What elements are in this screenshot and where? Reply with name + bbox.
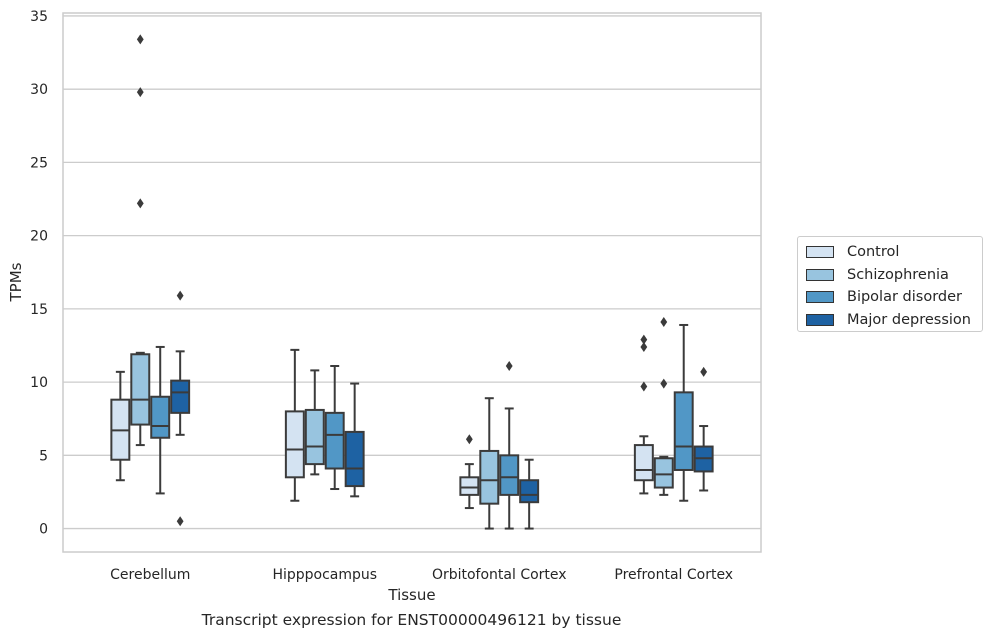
box-iqr bbox=[170, 379, 191, 414]
boxes bbox=[110, 34, 714, 530]
y-tick-label: 30 bbox=[30, 82, 48, 98]
box-group bbox=[633, 334, 654, 495]
legend-swatch bbox=[806, 268, 834, 281]
outlier-point bbox=[640, 381, 648, 392]
legend-label: Bipolar disorder bbox=[847, 289, 962, 306]
x-axis-title: Tissue bbox=[387, 586, 435, 604]
box-group bbox=[150, 345, 171, 495]
box-iqr bbox=[479, 449, 500, 505]
outlier-point bbox=[660, 317, 668, 328]
box-group bbox=[653, 317, 674, 496]
gridlines bbox=[63, 15, 761, 530]
box-group bbox=[130, 34, 151, 447]
box-iqr bbox=[284, 410, 305, 479]
outlier-point bbox=[660, 378, 668, 389]
y-tick-label: 5 bbox=[39, 448, 48, 464]
y-tick-label: 20 bbox=[30, 229, 48, 245]
y-tick-labels: 0 5 10 15 20 25 30 35 bbox=[30, 9, 48, 538]
outlier-point bbox=[136, 198, 144, 209]
box-group bbox=[284, 348, 305, 502]
legend: Control Schizophrenia Bipolar disorder Majo… bbox=[797, 236, 983, 332]
chart-caption: Transcript expression for ENST0000049612… bbox=[201, 611, 622, 629]
legend-swatch bbox=[806, 291, 834, 304]
box-iqr bbox=[304, 408, 325, 466]
legend-item: Bipolar disorder bbox=[806, 286, 982, 309]
outlier-point bbox=[136, 87, 144, 98]
box-group bbox=[673, 323, 694, 502]
box-iqr bbox=[673, 391, 694, 471]
box-group bbox=[479, 397, 500, 530]
x-tick-label: Prefrontal Cortex bbox=[614, 567, 733, 583]
box-iqr bbox=[324, 411, 345, 470]
box-iqr bbox=[633, 444, 654, 482]
y-tick-label: 35 bbox=[30, 9, 48, 25]
box-group bbox=[519, 458, 540, 530]
outlier-point bbox=[136, 34, 144, 45]
legend-item: Schizophrenia bbox=[806, 264, 982, 287]
outlier-point bbox=[700, 366, 708, 377]
box-group bbox=[170, 290, 191, 527]
outlier-point bbox=[640, 334, 648, 345]
y-axis-title: TPMs bbox=[7, 262, 25, 302]
legend-item: Control bbox=[806, 241, 982, 264]
outlier-point bbox=[176, 516, 184, 527]
y-tick-label: 10 bbox=[30, 375, 48, 391]
box-group bbox=[459, 434, 480, 510]
outlier-point bbox=[465, 434, 473, 445]
legend-label: Control bbox=[847, 244, 900, 261]
plot-frame bbox=[62, 12, 762, 553]
box-group bbox=[499, 360, 520, 530]
x-tick-labels: Cerebellum Hipppocampus Orbitofontal Corte… bbox=[110, 567, 733, 583]
box-iqr bbox=[653, 457, 674, 489]
legend-swatch bbox=[806, 313, 834, 326]
box-group bbox=[110, 370, 131, 482]
box-iqr bbox=[130, 353, 151, 426]
box-iqr bbox=[459, 476, 480, 496]
box-iqr bbox=[150, 395, 171, 439]
legend-label: Schizophrenia bbox=[847, 266, 949, 283]
x-tick-label: Orbitofontal Cortex bbox=[432, 567, 567, 583]
legend-label: Major depression bbox=[847, 311, 971, 328]
legend-item: Major depression bbox=[806, 309, 982, 332]
x-tick-label: Cerebellum bbox=[110, 567, 190, 583]
box-group bbox=[304, 369, 325, 476]
box-group bbox=[324, 364, 345, 491]
box-iqr bbox=[499, 454, 520, 496]
x-tick-label: Hipppocampus bbox=[272, 567, 377, 583]
y-tick-label: 0 bbox=[39, 522, 48, 538]
box-group bbox=[344, 382, 365, 498]
box-iqr bbox=[519, 479, 540, 504]
outlier-point bbox=[640, 341, 648, 352]
legend-swatch bbox=[806, 246, 834, 259]
outlier-point bbox=[505, 360, 513, 371]
box-group bbox=[693, 366, 714, 492]
box-iqr bbox=[344, 430, 365, 488]
y-tick-label: 15 bbox=[30, 302, 48, 318]
outlier-point bbox=[176, 290, 184, 301]
y-tick-label: 25 bbox=[30, 155, 48, 171]
